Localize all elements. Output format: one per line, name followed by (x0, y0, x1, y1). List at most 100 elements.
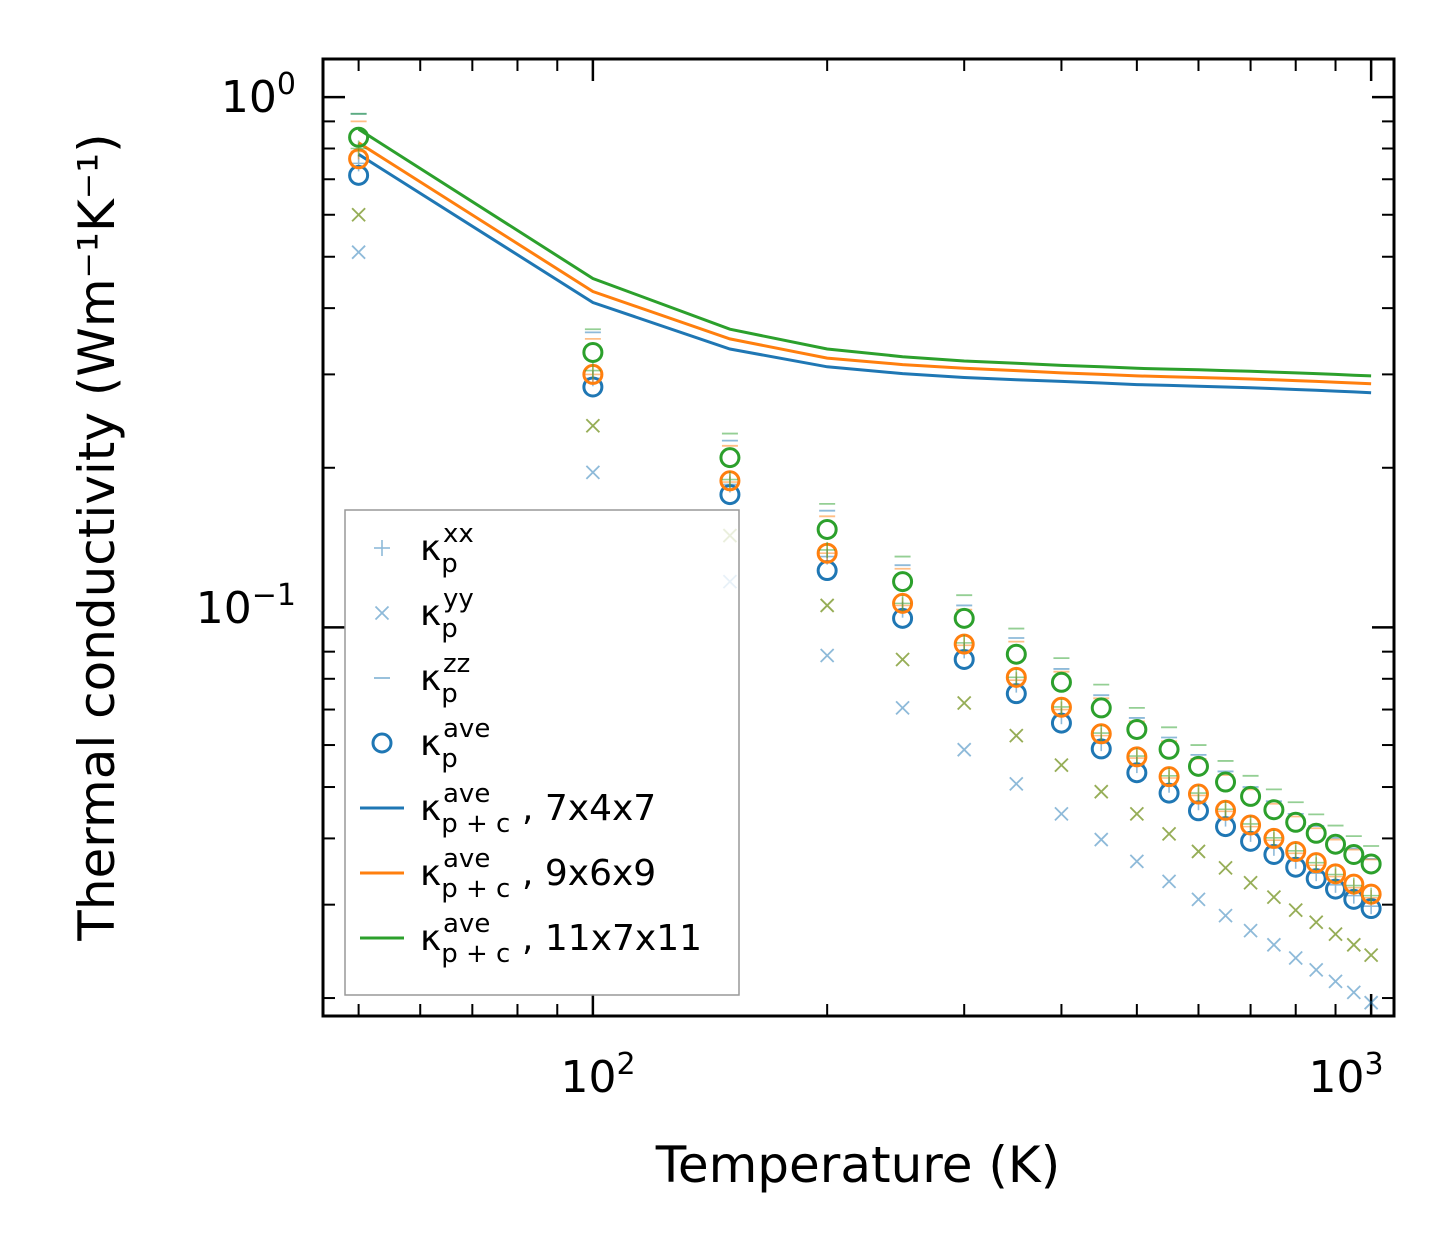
kave-point (1187, 783, 1209, 805)
y-tick-label-1: 100 (221, 67, 296, 123)
kyy-point (957, 695, 972, 711)
kyy-point (1191, 844, 1206, 859)
kave-point (1005, 643, 1027, 665)
kave-point (1215, 771, 1237, 793)
kyy-point (1129, 854, 1144, 869)
legend-handle-kave (371, 732, 393, 754)
kyy-point (1243, 875, 1258, 890)
kyy-point (1129, 806, 1144, 822)
kave-point (1090, 697, 1112, 719)
kave-point (1325, 863, 1347, 885)
legend-label-kave: κpave (420, 714, 490, 774)
kyy-point (1218, 908, 1233, 923)
y-tick-labels: 10−1 100 (196, 67, 296, 634)
kyy-point (820, 648, 835, 663)
kyy-point (1363, 995, 1379, 1010)
kxx-point (1190, 785, 1207, 802)
kxx-point (721, 471, 738, 488)
legend-label-kpc-11x7x11: κp + cave, 11x7x11 (420, 909, 702, 969)
kxx-point (1327, 866, 1344, 883)
kyy-point (1266, 937, 1282, 952)
kave-point (1305, 822, 1327, 844)
legend: κpxx κpyy κpzz κpave κp + cave, 7x4x7 κp… (344, 509, 740, 996)
kpc-line-9x6x9 (357, 141, 1372, 386)
kave-point (582, 341, 604, 363)
kxx-point (1363, 887, 1380, 904)
kyy-point (1363, 947, 1379, 963)
kxx-point (1161, 767, 1178, 784)
kave-point (1285, 811, 1307, 833)
kave-point (1158, 738, 1180, 760)
kyy-point (820, 598, 835, 613)
kave-point (1240, 785, 1262, 807)
legend-handle-kyy (374, 605, 390, 621)
kyy-point (1054, 806, 1069, 822)
kxx-point (584, 362, 601, 379)
legend-label-kpc-9x6x9: κp + cave, 9x6x9 (420, 844, 656, 904)
kave-point (892, 592, 914, 614)
kyy-point (895, 652, 910, 667)
kave-point (1285, 840, 1307, 862)
kyy-point (957, 742, 972, 757)
kxx-point (1265, 829, 1282, 846)
axis-ticks (323, 59, 1394, 1016)
x-axis-label: Temperature (K) (655, 1136, 1060, 1194)
kxx-point (1308, 854, 1325, 871)
kyy-point (585, 418, 601, 433)
y-axis-label: Thermal conductivity (Wm⁻¹K⁻¹) (68, 133, 126, 941)
kave-point (1005, 666, 1027, 688)
kyy-point (1161, 826, 1177, 841)
kyy-point (1054, 757, 1069, 773)
kave-point (1263, 799, 1285, 821)
legend-label-kpc-7x4x7: κp + cave, 7x4x7 (420, 779, 656, 839)
kave-point (719, 447, 741, 469)
kxx-point (1287, 842, 1304, 859)
kyy-point (1009, 728, 1024, 743)
kave-point (1158, 766, 1180, 788)
kxx-point (1008, 669, 1025, 686)
kxx-point (819, 541, 836, 558)
legend-handle-kxx (374, 540, 390, 556)
legend-label-kzz: κpzz (420, 649, 470, 709)
kave-point (1343, 844, 1365, 866)
kave-point (1050, 696, 1072, 718)
kyy-point (1309, 915, 1324, 930)
kyy-point (1161, 874, 1177, 889)
kyy-point (585, 465, 601, 480)
kyy-point (1266, 889, 1282, 905)
legend-handles (360, 540, 404, 940)
kave-point (953, 607, 975, 629)
kave-point (816, 518, 838, 540)
kyy-point (895, 700, 910, 716)
kxx-point (1217, 801, 1234, 818)
kyy-point (1328, 926, 1343, 942)
y-tick-label-0.1: 10−1 (196, 578, 296, 634)
series-layer (348, 112, 1382, 1010)
kpc-line-11x7x11 (357, 127, 1372, 378)
kave-point (1263, 827, 1285, 849)
kave-point (348, 126, 370, 148)
kxx-point (1093, 725, 1110, 742)
kave-point (1187, 755, 1209, 777)
kpc-line-7x4x7 (357, 153, 1372, 395)
kave-point (1126, 746, 1148, 768)
kyy-point (1218, 860, 1233, 875)
kyy-point (1346, 985, 1361, 1000)
kave-point (1050, 671, 1072, 693)
kyy-point (1009, 776, 1024, 791)
kave-point (1360, 853, 1382, 875)
legend-label-kxx: κpxx (420, 519, 474, 579)
kxx-point (894, 595, 911, 612)
kxx-point (956, 634, 973, 651)
kxx-point (1053, 698, 1070, 715)
x-tick-labels: 102 103 (560, 1047, 1383, 1103)
legend-frame (344, 509, 740, 996)
kyy-point (351, 207, 366, 222)
kyy-point (1094, 784, 1109, 799)
kyy-point (1328, 974, 1343, 989)
kyy-point (1309, 962, 1324, 978)
kave-point (1126, 718, 1148, 740)
kave-point (1325, 833, 1347, 855)
kave-point (1090, 723, 1112, 745)
